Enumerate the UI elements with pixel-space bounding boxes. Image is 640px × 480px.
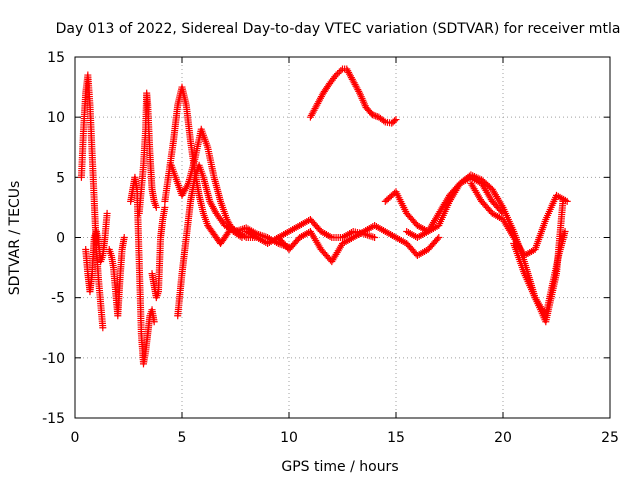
data-point [337,67,345,75]
series-track-5 [135,89,160,217]
data-series [77,65,571,368]
y-tick-label: 5 [56,170,65,186]
data-point [433,235,441,243]
data-point [561,227,569,235]
data-point [391,117,399,125]
tick-labels: 0 5 10 15 20 25 -15 -10 -5 0 5 10 15 [42,50,619,446]
data-point [371,234,379,241]
x-tick-label: 0 [71,430,80,446]
x-tick-label: 5 [178,430,187,446]
data-point [184,181,192,189]
data-point [369,233,377,241]
data-point [103,209,111,217]
series-track-2 [82,209,111,296]
data-point [355,87,363,95]
series-track-15 [467,179,571,260]
x-tick-label: 25 [601,430,619,446]
data-point [563,197,571,205]
chart-title: Day 013 of 2022, Sidereal Day-to-day VTE… [56,21,621,37]
data-point [435,234,443,241]
data-point [335,68,343,76]
series-track-9 [167,125,246,241]
plot-frame [74,56,611,419]
y-tick-label: 15 [47,50,65,66]
data-point [367,232,375,240]
data-point [380,117,388,125]
data-point [152,203,160,211]
data-point [334,70,342,78]
data-point [370,111,378,119]
data-point [392,116,400,124]
data-point [99,324,107,332]
y-tick-label: -5 [51,291,65,307]
data-point [161,203,169,211]
data-point [365,232,373,240]
y-tick-label: -10 [42,351,65,367]
series-track-11 [274,221,443,266]
series-track-3 [105,234,128,320]
x-tick-label: 20 [494,430,512,446]
x-tick-label: 10 [280,430,298,446]
x-axis-label: GPS time / hours [281,459,398,475]
data-point [372,112,380,120]
series-track-16 [510,227,569,320]
data-point [120,234,128,241]
y-tick-label: -15 [42,411,65,427]
y-axis-label: SDTVAR / TECUs [7,181,23,296]
data-point [332,71,340,79]
data-point [238,234,246,241]
y-tick-label: 0 [56,231,65,247]
series-track-12 [306,65,400,127]
data-point [236,232,244,240]
series-track-1 [77,71,107,332]
data-point [150,318,158,326]
data-point [368,111,376,119]
series-track-6 [148,203,169,302]
y-tick-label: 10 [47,110,65,126]
x-tick-label: 15 [387,430,405,446]
series-track-4 [127,173,158,368]
